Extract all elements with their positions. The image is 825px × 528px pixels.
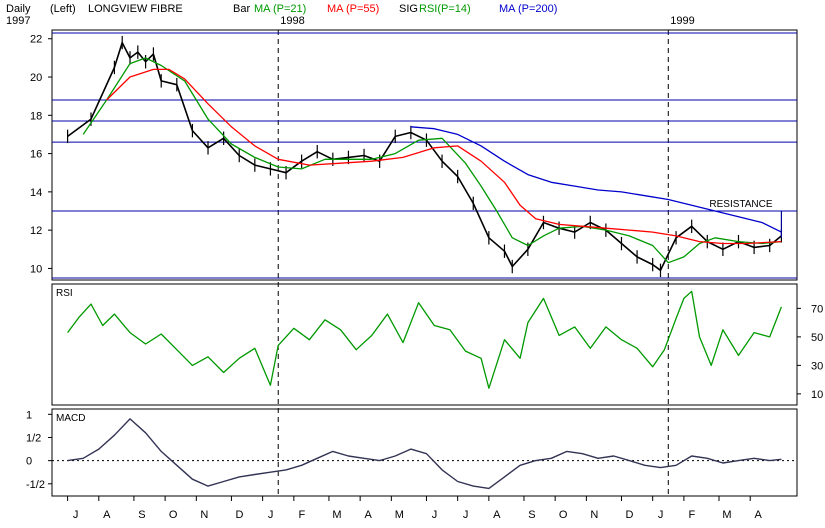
- price-tick-label: 22: [30, 34, 42, 46]
- x-tick-label: D: [625, 509, 633, 521]
- price-series-ma200: [410, 126, 782, 233]
- x-tick-label: F: [298, 509, 305, 521]
- macd-series-line: [67, 418, 782, 490]
- year-marker-label: 1999: [670, 15, 694, 27]
- x-tick-label: M: [722, 509, 731, 521]
- x-tick-label: J: [73, 509, 79, 521]
- x-tick-label: A: [493, 509, 501, 521]
- rsi-tick-label: 10: [811, 389, 823, 401]
- legend-item: SIG: [399, 3, 418, 15]
- macd-panel-frame: [51, 408, 798, 497]
- macd-tick-label: 0: [26, 456, 32, 468]
- legend-item: MA (P=200): [499, 3, 557, 15]
- rsi-panel-frame: [51, 283, 798, 406]
- chart-title: LONGVIEW FIBRE: [88, 3, 183, 15]
- x-tick-label: M: [395, 509, 404, 521]
- price-tick-label: 18: [30, 110, 42, 122]
- x-tick-label: D: [235, 509, 243, 521]
- price-series-ma55: [106, 68, 782, 245]
- legend-item: MA (P=55): [327, 3, 379, 15]
- price-series-ma21: [82, 57, 782, 264]
- rsi-tick-label: 50: [811, 332, 823, 344]
- rsi-series-line: [67, 290, 783, 389]
- macd-tick-label: 1: [26, 409, 32, 421]
- period-label: Daily: [6, 3, 31, 15]
- x-tick-label: N: [200, 509, 208, 521]
- macd-tick-label: -1/2: [26, 479, 45, 491]
- price-tick-label: 16: [30, 149, 42, 161]
- x-tick-label: S: [528, 509, 535, 521]
- x-tick-label: O: [169, 509, 178, 521]
- legend-item: Bar: [233, 3, 250, 15]
- start-year-label: 1997: [6, 15, 30, 27]
- price-tick-label: 20: [30, 72, 42, 84]
- x-tick-label: A: [755, 509, 763, 521]
- macd-tick-label: 1/2: [26, 432, 41, 444]
- x-tick-label: J: [658, 509, 664, 521]
- rsi-tick-label: 30: [811, 360, 823, 372]
- scale-side-label: (Left): [50, 3, 76, 15]
- rsi-tick-label: 70: [811, 303, 823, 315]
- x-tick-label: A: [364, 509, 372, 521]
- x-tick-label: J: [463, 509, 469, 521]
- x-tick-label: S: [138, 509, 145, 521]
- year-marker-label: 1998: [280, 15, 304, 27]
- x-tick-label: F: [689, 509, 696, 521]
- price-tick-label: 12: [30, 225, 42, 237]
- x-tick-label: A: [103, 509, 111, 521]
- x-tick-label: O: [559, 509, 568, 521]
- x-tick-label: M: [332, 509, 341, 521]
- price-tick-label: 10: [30, 263, 42, 275]
- legend-item: MA (P=21): [254, 3, 306, 15]
- macd-panel-title: MACD: [56, 413, 85, 424]
- legend-item: RSI(P=14): [419, 3, 471, 15]
- price-tick-label: 14: [30, 187, 42, 199]
- price-panel-frame: [51, 29, 798, 281]
- x-tick-label: N: [590, 509, 598, 521]
- x-tick-label: J: [268, 509, 274, 521]
- rsi-panel-title: RSI: [56, 288, 73, 299]
- resistance-annotation: RESISTANCE: [709, 199, 772, 210]
- x-tick-label: J: [432, 509, 438, 521]
- price-series-bar: [67, 41, 782, 272]
